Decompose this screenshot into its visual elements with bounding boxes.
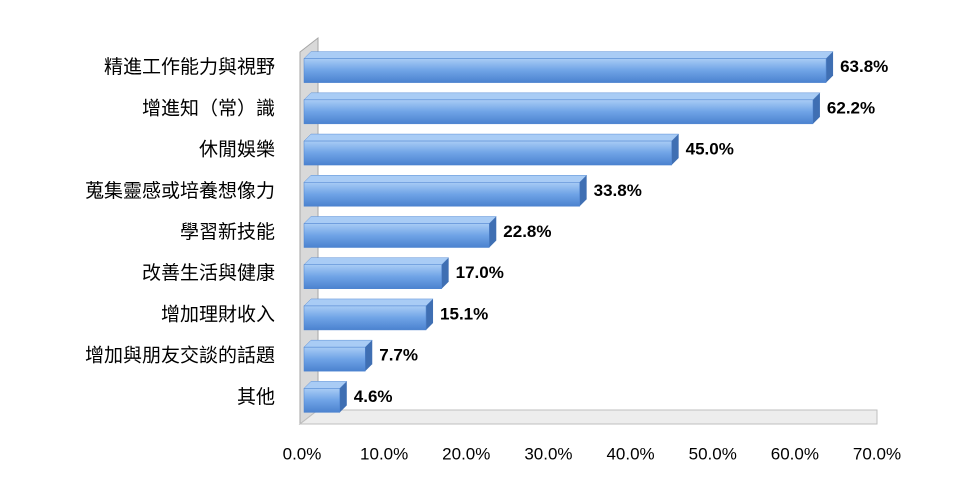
bar: [303, 223, 490, 248]
x-tick-label: 10.0%: [360, 444, 408, 463]
bar-top: [303, 339, 373, 348]
value-label: 7.7%: [379, 346, 418, 365]
bar-top: [303, 381, 348, 389]
category-label: 蒐集靈感或培養想像力: [85, 180, 275, 202]
x-tick-label: 60.0%: [771, 444, 819, 463]
bar-side: [671, 134, 679, 166]
bar-side: [441, 257, 449, 289]
bar-top: [303, 175, 588, 183]
bar: [303, 182, 580, 207]
category-label: 精進工作能力與視野: [104, 56, 275, 78]
value-label: 45.0%: [686, 140, 734, 159]
bar: [303, 58, 827, 83]
category-label: 學習新技能: [180, 221, 275, 243]
category-label: 休閒娛樂: [199, 139, 275, 161]
bar-side: [579, 175, 587, 207]
category-label: 增加與朋友交談的話題: [85, 345, 275, 367]
x-tick-label: 70.0%: [853, 444, 901, 463]
x-tick-label: 0.0%: [283, 444, 322, 463]
value-label: 63.8%: [840, 57, 888, 76]
bar-top: [303, 133, 680, 142]
bar-top: [303, 257, 450, 265]
value-label: 22.8%: [503, 222, 551, 241]
value-label: 62.2%: [827, 98, 875, 117]
bar-top: [303, 51, 834, 59]
category-label: 增進知（常）識: [142, 97, 275, 119]
bar: [303, 264, 442, 289]
value-label: 17.0%: [456, 263, 504, 282]
bar: [303, 99, 814, 125]
bar-top: [303, 298, 434, 307]
value-label: 33.8%: [594, 181, 642, 200]
bar-side: [489, 216, 497, 248]
bar-side: [339, 381, 347, 413]
bar-top: [303, 216, 497, 224]
x-tick-label: 20.0%: [442, 444, 490, 463]
category-label: 其他: [237, 386, 275, 408]
bar-top: [303, 92, 821, 101]
x-tick-label: 30.0%: [524, 444, 572, 463]
bar: [303, 346, 366, 372]
category-label: 改善生活與健康: [142, 262, 275, 284]
category-label: 增加理財收入: [161, 303, 275, 325]
floor: [298, 409, 878, 425]
x-tick-label: 40.0%: [606, 444, 654, 463]
bar-side: [812, 92, 820, 124]
bar: [303, 140, 672, 166]
value-label: 4.6%: [354, 387, 393, 406]
x-tick-label: 50.0%: [689, 444, 737, 463]
bar: [303, 305, 427, 331]
value-label: 15.1%: [440, 304, 488, 323]
bar-side: [426, 298, 434, 330]
bar-side: [365, 340, 373, 372]
bar: [303, 388, 341, 413]
bar-side: [826, 51, 834, 83]
